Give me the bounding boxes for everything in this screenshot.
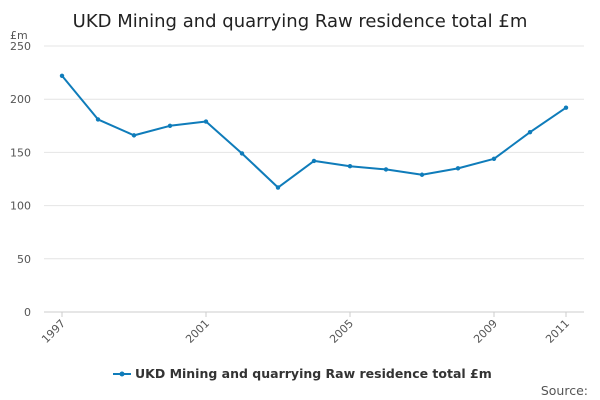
data-point-2004 <box>311 158 317 164</box>
y-tick-label-150: 150 <box>10 146 31 159</box>
x-tick-label-2009: 2009 <box>471 317 500 346</box>
legend-point-marker <box>119 371 125 377</box>
x-tick-label-2011: 2011 <box>543 317 572 346</box>
y-axis-ticks: 0 50 100 150 200 250 <box>10 40 31 319</box>
source-label: Source: <box>541 383 588 398</box>
data-point-2003 <box>275 185 281 190</box>
data-point-2001 <box>203 119 209 124</box>
y-tick-label-100: 100 <box>10 200 31 213</box>
data-point-1999 <box>131 133 137 138</box>
gridlines <box>44 45 584 313</box>
data-point-1997 <box>59 73 65 78</box>
y-tick-label-200: 200 <box>10 93 31 106</box>
x-axis-ticks: 1997 2001 2005 2009 2011 <box>39 312 572 346</box>
data-point-1998 <box>95 117 101 122</box>
y-axis-unit-label: £m <box>10 29 28 42</box>
data-point-2000 <box>167 123 173 128</box>
data-point-2010 <box>527 129 533 135</box>
series-layer <box>59 73 569 190</box>
data-point-2008 <box>455 166 461 171</box>
y-tick-label-50: 50 <box>17 253 31 266</box>
legend-label: UKD Mining and quarrying Raw residence t… <box>135 366 492 381</box>
data-point-2005 <box>347 164 353 169</box>
x-tick-label-1997: 1997 <box>39 317 68 346</box>
data-point-2006 <box>383 167 389 172</box>
data-point-2007 <box>419 172 425 177</box>
x-tick-label-2001: 2001 <box>183 317 212 346</box>
chart-title: UKD Mining and quarrying Raw residence t… <box>73 11 528 32</box>
x-tick-label-2005: 2005 <box>327 317 356 346</box>
y-tick-label-250: 250 <box>10 40 31 53</box>
legend[interactable]: UKD Mining and quarrying Raw residence t… <box>113 366 492 381</box>
y-tick-label-0: 0 <box>24 306 31 319</box>
data-point-2009 <box>491 156 497 161</box>
data-point-2011 <box>563 105 569 110</box>
series-line-0 <box>61 75 567 189</box>
data-point-2002 <box>239 151 245 156</box>
